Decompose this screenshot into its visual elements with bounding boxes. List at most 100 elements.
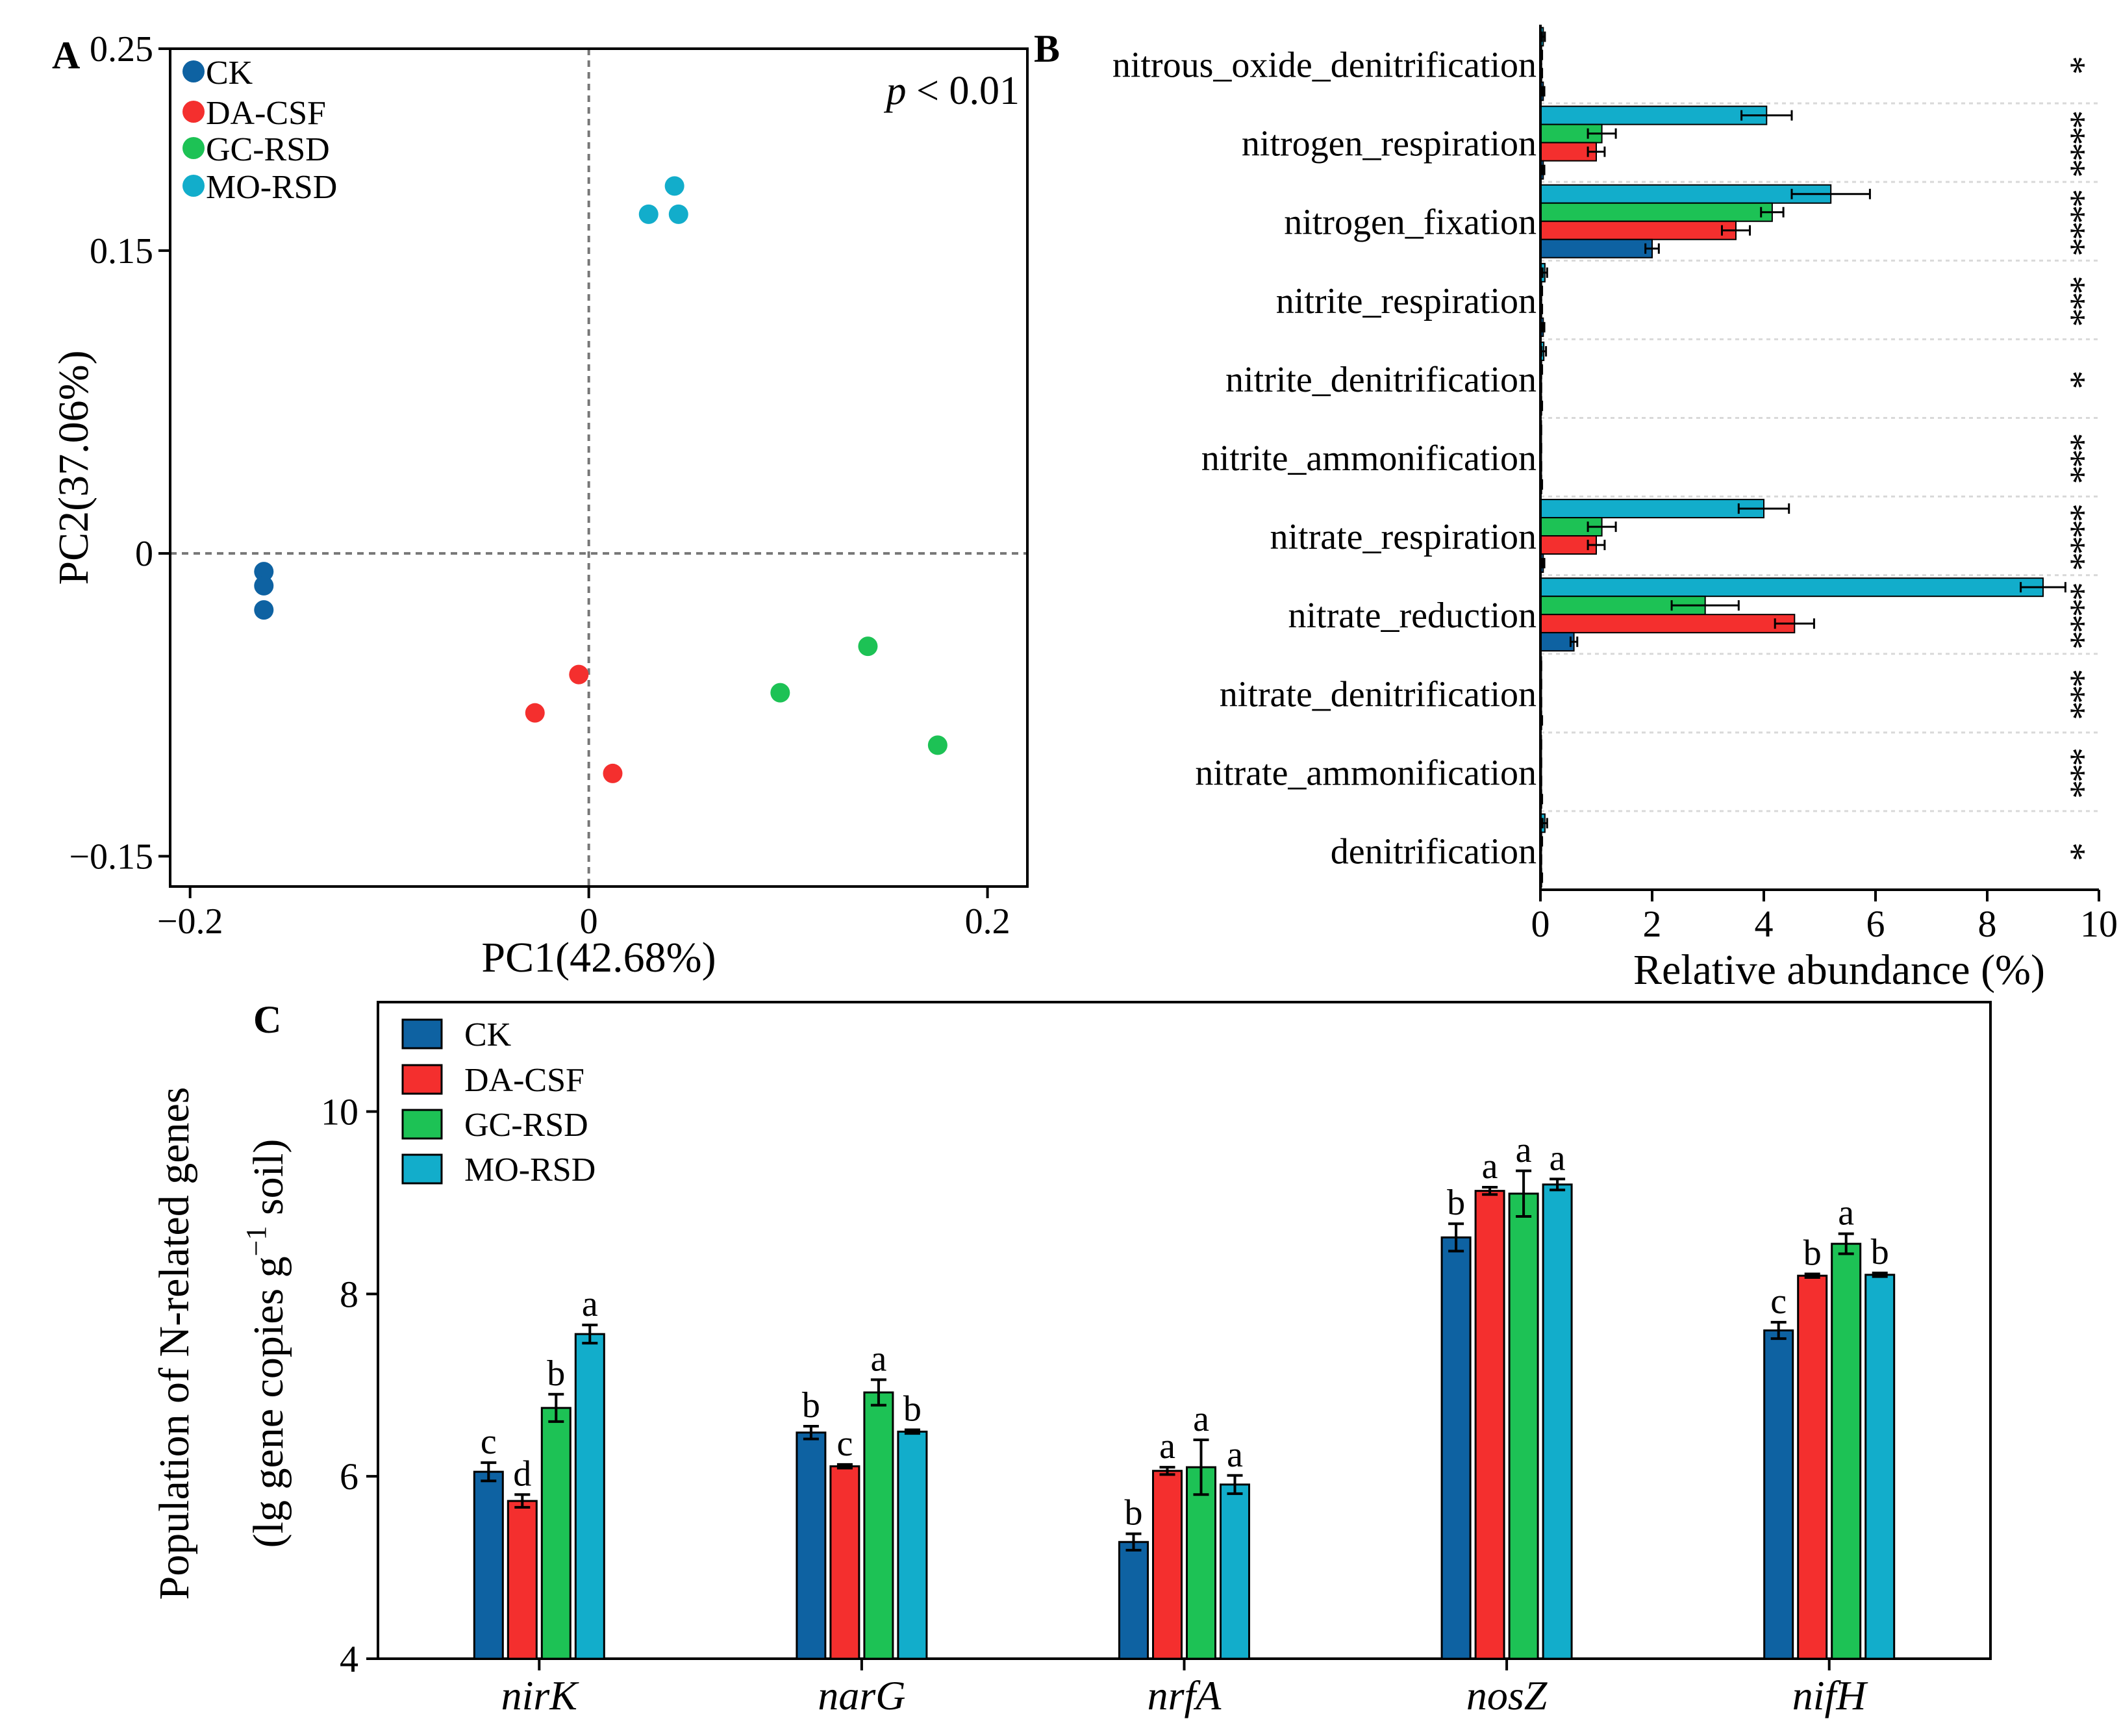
x-tick-label: 0.2 [965, 901, 1010, 942]
y-title-post: soil) [245, 1139, 292, 1226]
panel-b: nitrous_oxide_denitrification * nitrogen_r… [1034, 25, 2118, 994]
significance-marker: *** [2052, 275, 2094, 325]
bar-mo-rsd [1542, 1183, 1573, 1660]
bar-da-csf [1540, 614, 1796, 634]
significance-marker: **** [2052, 503, 2094, 570]
bar-mo-rsd [897, 1430, 928, 1660]
category-label: nitrate_respiration [1270, 517, 1537, 557]
legend-marker-mo-rsd [182, 175, 205, 197]
x-tick-label: nosZ [1466, 1672, 1548, 1718]
panel-a: −0.2 0 0.2 −0.15 0 0.15 0.25 PC1(42.68%) PC2(37.… [50, 29, 1029, 981]
point-ck [254, 562, 274, 582]
point-da-csf [603, 763, 623, 783]
x-tick-label: 0 [1531, 903, 1550, 945]
bar-ck [796, 1431, 827, 1660]
legend-swatch-mo-rsd [401, 1153, 443, 1185]
significance-letter: c [836, 1424, 853, 1464]
bar-gc-rsd [1508, 1192, 1539, 1660]
point-gc-rsd [858, 636, 878, 657]
y-axis-title-line1: Population of N-related genes [151, 1087, 198, 1600]
point-gc-rsd [770, 683, 790, 703]
x-tick-label: narG [818, 1672, 905, 1718]
bar-mo-rsd [1540, 105, 1768, 125]
category-label: denitrification [1331, 831, 1537, 872]
panel-label-c: C [253, 998, 281, 1041]
bar-ck [1540, 238, 1653, 258]
y-title-superscript: −1 [240, 1226, 272, 1257]
significance-letter: a [870, 1339, 886, 1379]
bar-da-csf [1540, 220, 1737, 240]
significance-letter: b [903, 1389, 922, 1429]
significance-marker: **** [2052, 110, 2094, 177]
point-mo-rsd [638, 204, 659, 224]
x-tick-label: nrfA [1148, 1672, 1222, 1718]
significance-letter: b [1125, 1493, 1143, 1533]
legend-marker-gc-rsd [182, 137, 205, 159]
significance-letter: b [1803, 1233, 1822, 1273]
point-ck [254, 575, 274, 596]
x-tick-label: 10 [2080, 903, 2118, 945]
x-tick-label: 0 [580, 901, 598, 942]
significance-letter: a [1159, 1426, 1175, 1466]
bar-gc-rsd [1831, 1242, 1862, 1660]
significance-letter: c [481, 1422, 497, 1462]
significance-marker: *** [2052, 669, 2094, 719]
y-title-pre: (lg gene copies g [245, 1256, 292, 1548]
significance-letter: a [1193, 1399, 1209, 1439]
category-label: nitrogen_fixation [1284, 203, 1537, 243]
category-label: nitrate_denitrification [1220, 674, 1537, 714]
x-tick-label: nifH [1792, 1672, 1869, 1718]
significance-marker: * [2052, 842, 2094, 860]
category-label: nitrite_respiration [1276, 281, 1537, 321]
significance-letter: b [1871, 1232, 1889, 1272]
legend-c: CK DA-CSF GC-RSD MO-RSD [401, 1016, 596, 1189]
y-tick-label: 0.25 [90, 29, 153, 69]
significance-marker: * [2052, 370, 2094, 388]
bar-gc-rsd [540, 1407, 571, 1660]
legend-label-ck: CK [464, 1016, 512, 1053]
bar-da-csf [1474, 1190, 1505, 1660]
bar-ck [1440, 1236, 1472, 1660]
significance-marker: **** [2052, 189, 2094, 255]
significance-letter: b [1447, 1183, 1465, 1223]
bar-da-csf [829, 1465, 860, 1660]
significance-letter: d [513, 1453, 531, 1494]
bar-da-csf [1797, 1274, 1828, 1660]
y-tick-label: 10 [321, 1091, 358, 1133]
y-tick-label: 8 [340, 1273, 358, 1315]
bar-mo-rsd [574, 1333, 605, 1660]
point-da-csf [525, 703, 545, 723]
bar-ck [1540, 632, 1575, 652]
panel-label-b: B [1034, 27, 1060, 70]
legend-marker-da-csf [182, 101, 205, 123]
significance-marker: *** [2052, 748, 2094, 798]
legend-swatch-gc-rsd [401, 1109, 443, 1140]
x-tick-label: nirK [501, 1672, 580, 1718]
significance-letter: b [802, 1385, 820, 1426]
bar-da-csf [507, 1500, 538, 1660]
category-label: nitrite_denitrification [1225, 360, 1537, 400]
significance-letter: c [1770, 1281, 1787, 1322]
significance-letter: a [1550, 1138, 1566, 1178]
bar-gc-rsd [1540, 202, 1773, 222]
bar-mo-rsd [1540, 499, 1764, 519]
significance-letter: a [1516, 1130, 1532, 1170]
significance-marker: **** [2052, 582, 2094, 648]
bar-ck [1118, 1541, 1149, 1660]
significance-marker: *** [2052, 433, 2094, 483]
x-tick-label: 4 [1755, 903, 1774, 945]
y-tick-label: 4 [340, 1638, 358, 1680]
significance-letter: a [582, 1284, 598, 1324]
category-label: nitrate_reduction [1288, 596, 1537, 636]
category-label: nitrite_ammonification [1201, 438, 1537, 479]
bar-gc-rsd [863, 1391, 894, 1660]
y-tick-label: 6 [340, 1455, 358, 1498]
y-tick-label: −0.15 [69, 837, 153, 877]
x-axis-title: PC1(42.68%) [481, 934, 716, 981]
bar-mo-rsd [1864, 1274, 1896, 1660]
bar-mo-rsd [1540, 184, 1832, 204]
legend-label-mo-rsd: MO-RSD [464, 1151, 596, 1189]
